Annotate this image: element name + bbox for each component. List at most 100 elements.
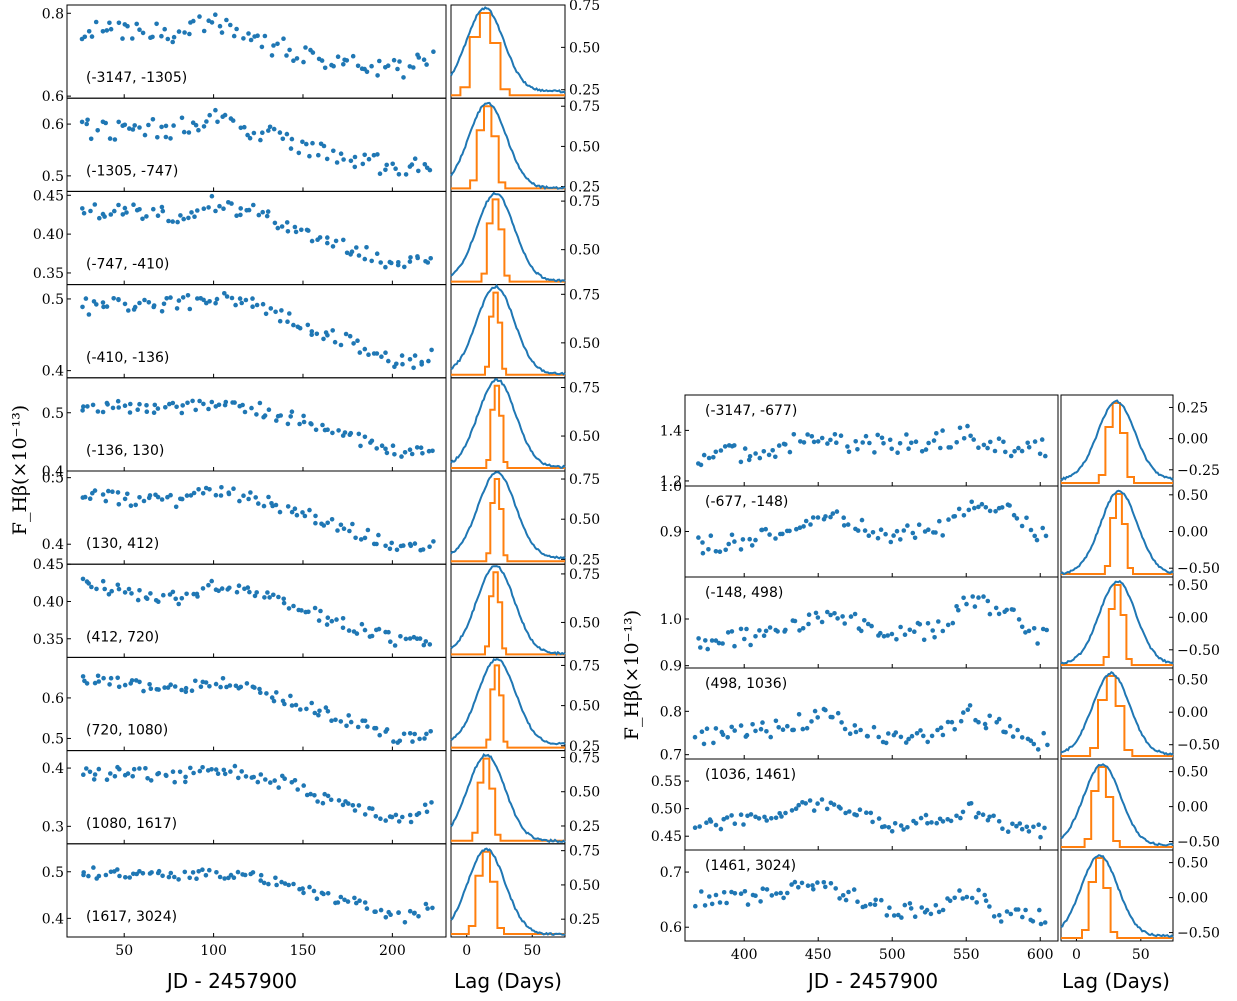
data-point — [150, 117, 156, 122]
data-point — [377, 732, 383, 738]
data-point — [966, 507, 972, 513]
data-point — [968, 801, 974, 806]
data-point — [201, 401, 206, 407]
data-point — [103, 872, 109, 878]
data-point — [338, 151, 344, 156]
lag-frame — [450, 843, 566, 938]
data-point — [824, 806, 830, 812]
data-point — [813, 610, 819, 616]
data-point — [388, 639, 393, 644]
lag-frame — [1060, 758, 1174, 851]
data-point — [328, 797, 334, 803]
data-point — [969, 499, 974, 505]
data-point — [373, 909, 378, 914]
data-point — [213, 208, 218, 214]
data-point — [184, 591, 189, 597]
data-point — [1019, 624, 1025, 630]
data-point — [325, 709, 331, 714]
data-point — [201, 28, 207, 34]
data-point — [956, 506, 962, 512]
data-point — [201, 206, 207, 211]
data-point — [236, 583, 242, 588]
data-point — [740, 537, 746, 542]
lag-ytick-label: 0.75 — [569, 658, 600, 674]
panel-right-1: 1.2 1.4 (-3147, -677) −0.25 0.00 0.25 — [660, 394, 1220, 490]
data-point — [104, 777, 110, 782]
data-point — [832, 611, 837, 616]
ytick-label: 0.4 — [42, 537, 64, 553]
data-point — [961, 595, 966, 601]
data-point — [334, 160, 340, 165]
data-point — [729, 532, 735, 538]
data-point — [274, 418, 279, 423]
data-point — [273, 502, 279, 508]
data-point — [299, 608, 304, 613]
data-point — [815, 615, 821, 620]
ytick-label: 0.5 — [42, 406, 64, 422]
data-point — [840, 614, 845, 619]
ccf-curve — [450, 565, 566, 656]
data-point — [223, 399, 229, 405]
lag-ytick-label: 0.50 — [569, 878, 600, 894]
ccf-curve — [450, 191, 566, 283]
data-point — [910, 530, 916, 536]
data-point — [698, 645, 703, 650]
data-point — [759, 527, 765, 533]
data-point — [221, 767, 227, 773]
data-point — [929, 820, 934, 825]
data-point — [263, 777, 268, 782]
data-point — [383, 446, 388, 452]
data-point — [163, 123, 169, 129]
data-point — [279, 224, 285, 229]
data-point — [905, 825, 910, 830]
data-point — [217, 874, 223, 880]
data-point — [100, 578, 106, 584]
data-point — [711, 455, 716, 460]
data-point — [166, 218, 171, 224]
data-point — [250, 304, 255, 310]
data-point — [242, 409, 248, 415]
data-point — [362, 152, 368, 158]
data-point — [102, 586, 107, 592]
data-point — [306, 228, 311, 233]
data-point — [268, 780, 273, 785]
data-point — [277, 130, 283, 135]
data-point — [828, 612, 833, 618]
data-point — [238, 212, 243, 218]
data-point — [348, 158, 354, 164]
panel-left-2: 0.5 0.6 (-1305, -747) 0.25 0.50 0.75 — [42, 97, 600, 196]
data-point — [1008, 911, 1014, 917]
data-point — [738, 459, 744, 465]
data-point — [1016, 445, 1021, 451]
data-point — [699, 889, 704, 894]
data-point — [128, 401, 133, 407]
data-point — [258, 772, 264, 777]
data-point — [232, 400, 237, 405]
data-point — [200, 765, 205, 770]
data-point — [346, 713, 352, 718]
data-point — [214, 870, 219, 875]
data-point — [122, 403, 128, 409]
data-point — [369, 258, 375, 264]
data-point — [947, 898, 953, 904]
data-point — [949, 719, 955, 725]
data-point — [987, 713, 992, 719]
data-point — [329, 517, 335, 522]
data-point — [767, 625, 773, 630]
data-point — [186, 130, 192, 135]
data-point — [183, 779, 188, 785]
data-point — [360, 161, 366, 167]
data-point — [703, 638, 708, 643]
ytick-label: 0.4 — [42, 364, 64, 380]
lag-ytick-label: 0.00 — [1177, 800, 1208, 816]
data-point — [176, 601, 181, 607]
data-point — [338, 719, 344, 724]
lag-ytick-label: 0.25 — [569, 552, 600, 568]
data-point — [972, 604, 978, 609]
panel-range-label: (-410, -136) — [86, 350, 169, 366]
data-point — [317, 708, 322, 714]
data-point — [906, 736, 911, 742]
data-point — [154, 21, 159, 27]
data-point — [130, 127, 136, 132]
data-point — [410, 739, 415, 744]
